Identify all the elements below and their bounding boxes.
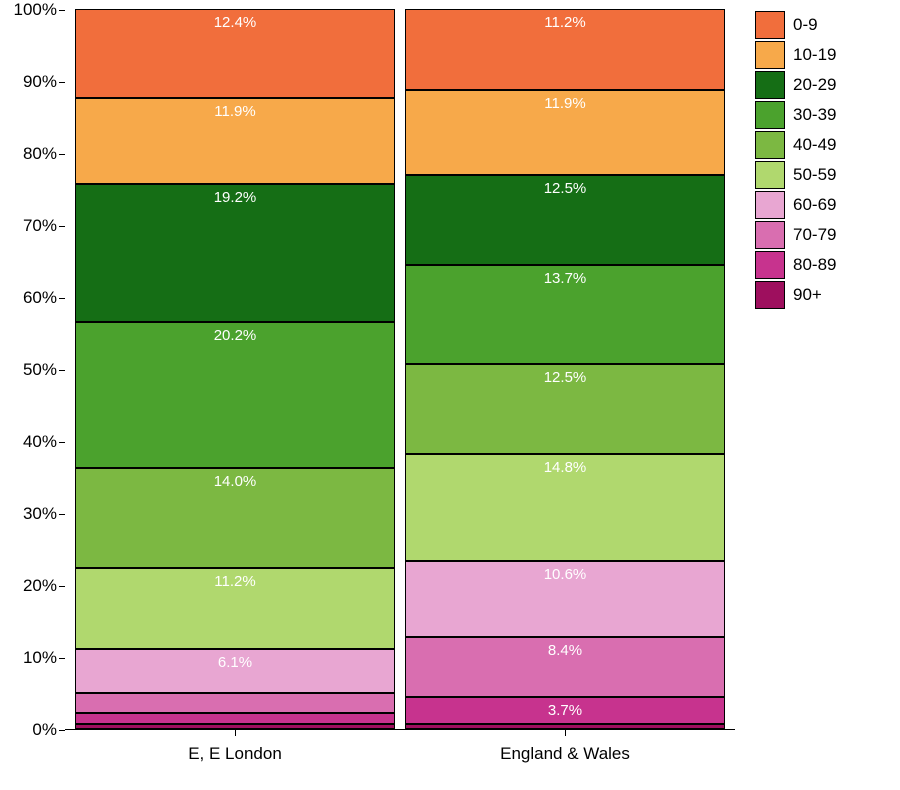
bar-segment: 12.5% — [405, 175, 725, 265]
bar-segment — [405, 724, 725, 729]
bar-column: 11.2% 11.9% 12.5% 13.7% 12.5% 14.8% 10.6% 8.4% 3… — [405, 9, 725, 729]
legend-label: 10-19 — [793, 45, 836, 65]
bar-segment: 20.2% — [75, 322, 395, 467]
x-tick-mark — [565, 730, 566, 736]
legend-swatch — [755, 11, 785, 39]
legend-swatch — [755, 281, 785, 309]
segment-label: 20.2% — [76, 327, 394, 344]
y-axis: 0%10%20%30%40%50%60%70%80%90%100% — [0, 10, 65, 730]
legend-item: 30-39 — [755, 100, 836, 130]
legend-swatch — [755, 131, 785, 159]
bar-segment: 11.2% — [405, 9, 725, 90]
legend-swatch — [755, 161, 785, 189]
segment-label: 14.8% — [406, 459, 724, 476]
legend-item: 40-49 — [755, 130, 836, 160]
legend-item: 90+ — [755, 280, 836, 310]
legend-swatch — [755, 71, 785, 99]
chart-container: 0%10%20%30%40%50%60%70%80%90%100% 12.4%1… — [0, 0, 900, 790]
legend: 0-9 10-19 20-29 30-39 40-49 50-59 60-69 70-79 80… — [755, 10, 836, 310]
y-tick-label: 30% — [23, 504, 57, 524]
y-tick-label: 20% — [23, 576, 57, 596]
legend-item: 70-79 — [755, 220, 836, 250]
legend-item: 0-9 — [755, 10, 836, 40]
legend-swatch — [755, 251, 785, 279]
legend-swatch — [755, 221, 785, 249]
y-tick-label: 90% — [23, 72, 57, 92]
legend-item: 20-29 — [755, 70, 836, 100]
segment-label: 11.2% — [406, 14, 724, 31]
bar-segment: 10.6% — [405, 561, 725, 637]
bar-segment: 3.7% — [405, 697, 725, 724]
legend-label: 90+ — [793, 285, 822, 305]
x-tick-label: England & Wales — [500, 744, 630, 764]
segment-label: 12.5% — [406, 180, 724, 197]
segment-label: 3.7% — [406, 702, 724, 719]
bar-segment: 13.7% — [405, 265, 725, 364]
legend-label: 60-69 — [793, 195, 836, 215]
legend-label: 30-39 — [793, 105, 836, 125]
segment-label: 14.0% — [76, 473, 394, 490]
segment-label: 12.5% — [406, 369, 724, 386]
bar-segment — [75, 724, 395, 729]
segment-label: 12.4% — [76, 14, 394, 31]
x-tick-label: E, E London — [188, 744, 282, 764]
y-tick-label: 10% — [23, 648, 57, 668]
y-tick-label: 70% — [23, 216, 57, 236]
legend-item: 80-89 — [755, 250, 836, 280]
y-tick-label: 40% — [23, 432, 57, 452]
bar-segment — [75, 713, 395, 724]
bar-segment — [75, 693, 395, 713]
x-tick-mark — [235, 730, 236, 736]
segment-label: 11.9% — [406, 95, 724, 112]
plot-area: 12.4%11.9%19.2%20.2%14.0%11.2%6.1%11.2%1… — [65, 10, 735, 730]
y-tick-label: 80% — [23, 144, 57, 164]
legend-label: 0-9 — [793, 15, 818, 35]
legend-label: 40-49 — [793, 135, 836, 155]
segment-label: 13.7% — [406, 270, 724, 287]
legend-item: 50-59 — [755, 160, 836, 190]
y-tick-label: 60% — [23, 288, 57, 308]
bar-segment: 12.4% — [75, 9, 395, 98]
segment-label: 11.9% — [76, 103, 394, 120]
y-tick-label: 100% — [14, 0, 57, 20]
bar-segment: 12.5% — [405, 364, 725, 454]
legend-swatch — [755, 41, 785, 69]
bar-segment: 14.8% — [405, 454, 725, 561]
bar-segment: 19.2% — [75, 184, 395, 322]
bar-column: 12.4% 11.9% 19.2% 20.2% 14.0% 11.2% 6.1% — [75, 9, 395, 729]
legend-swatch — [755, 101, 785, 129]
y-tick-label: 50% — [23, 360, 57, 380]
bar-segment: 11.2% — [75, 568, 395, 649]
x-axis: E, E London England & Wales — [65, 730, 735, 780]
legend-label: 50-59 — [793, 165, 836, 185]
bar-segment: 8.4% — [405, 637, 725, 697]
legend-label: 80-89 — [793, 255, 836, 275]
bar-segment: 14.0% — [75, 468, 395, 569]
segment-label: 6.1% — [76, 654, 394, 671]
legend-item: 60-69 — [755, 190, 836, 220]
segment-label: 10.6% — [406, 566, 724, 583]
bar-segment: 6.1% — [75, 649, 395, 693]
legend-label: 70-79 — [793, 225, 836, 245]
segment-label: 8.4% — [406, 642, 724, 659]
y-tick-label: 0% — [32, 720, 57, 740]
bar-segment: 11.9% — [75, 98, 395, 184]
legend-swatch — [755, 191, 785, 219]
bar-segment: 11.9% — [405, 90, 725, 176]
segment-label: 11.2% — [76, 573, 394, 590]
legend-label: 20-29 — [793, 75, 836, 95]
segment-label: 19.2% — [76, 189, 394, 206]
legend-item: 10-19 — [755, 40, 836, 70]
